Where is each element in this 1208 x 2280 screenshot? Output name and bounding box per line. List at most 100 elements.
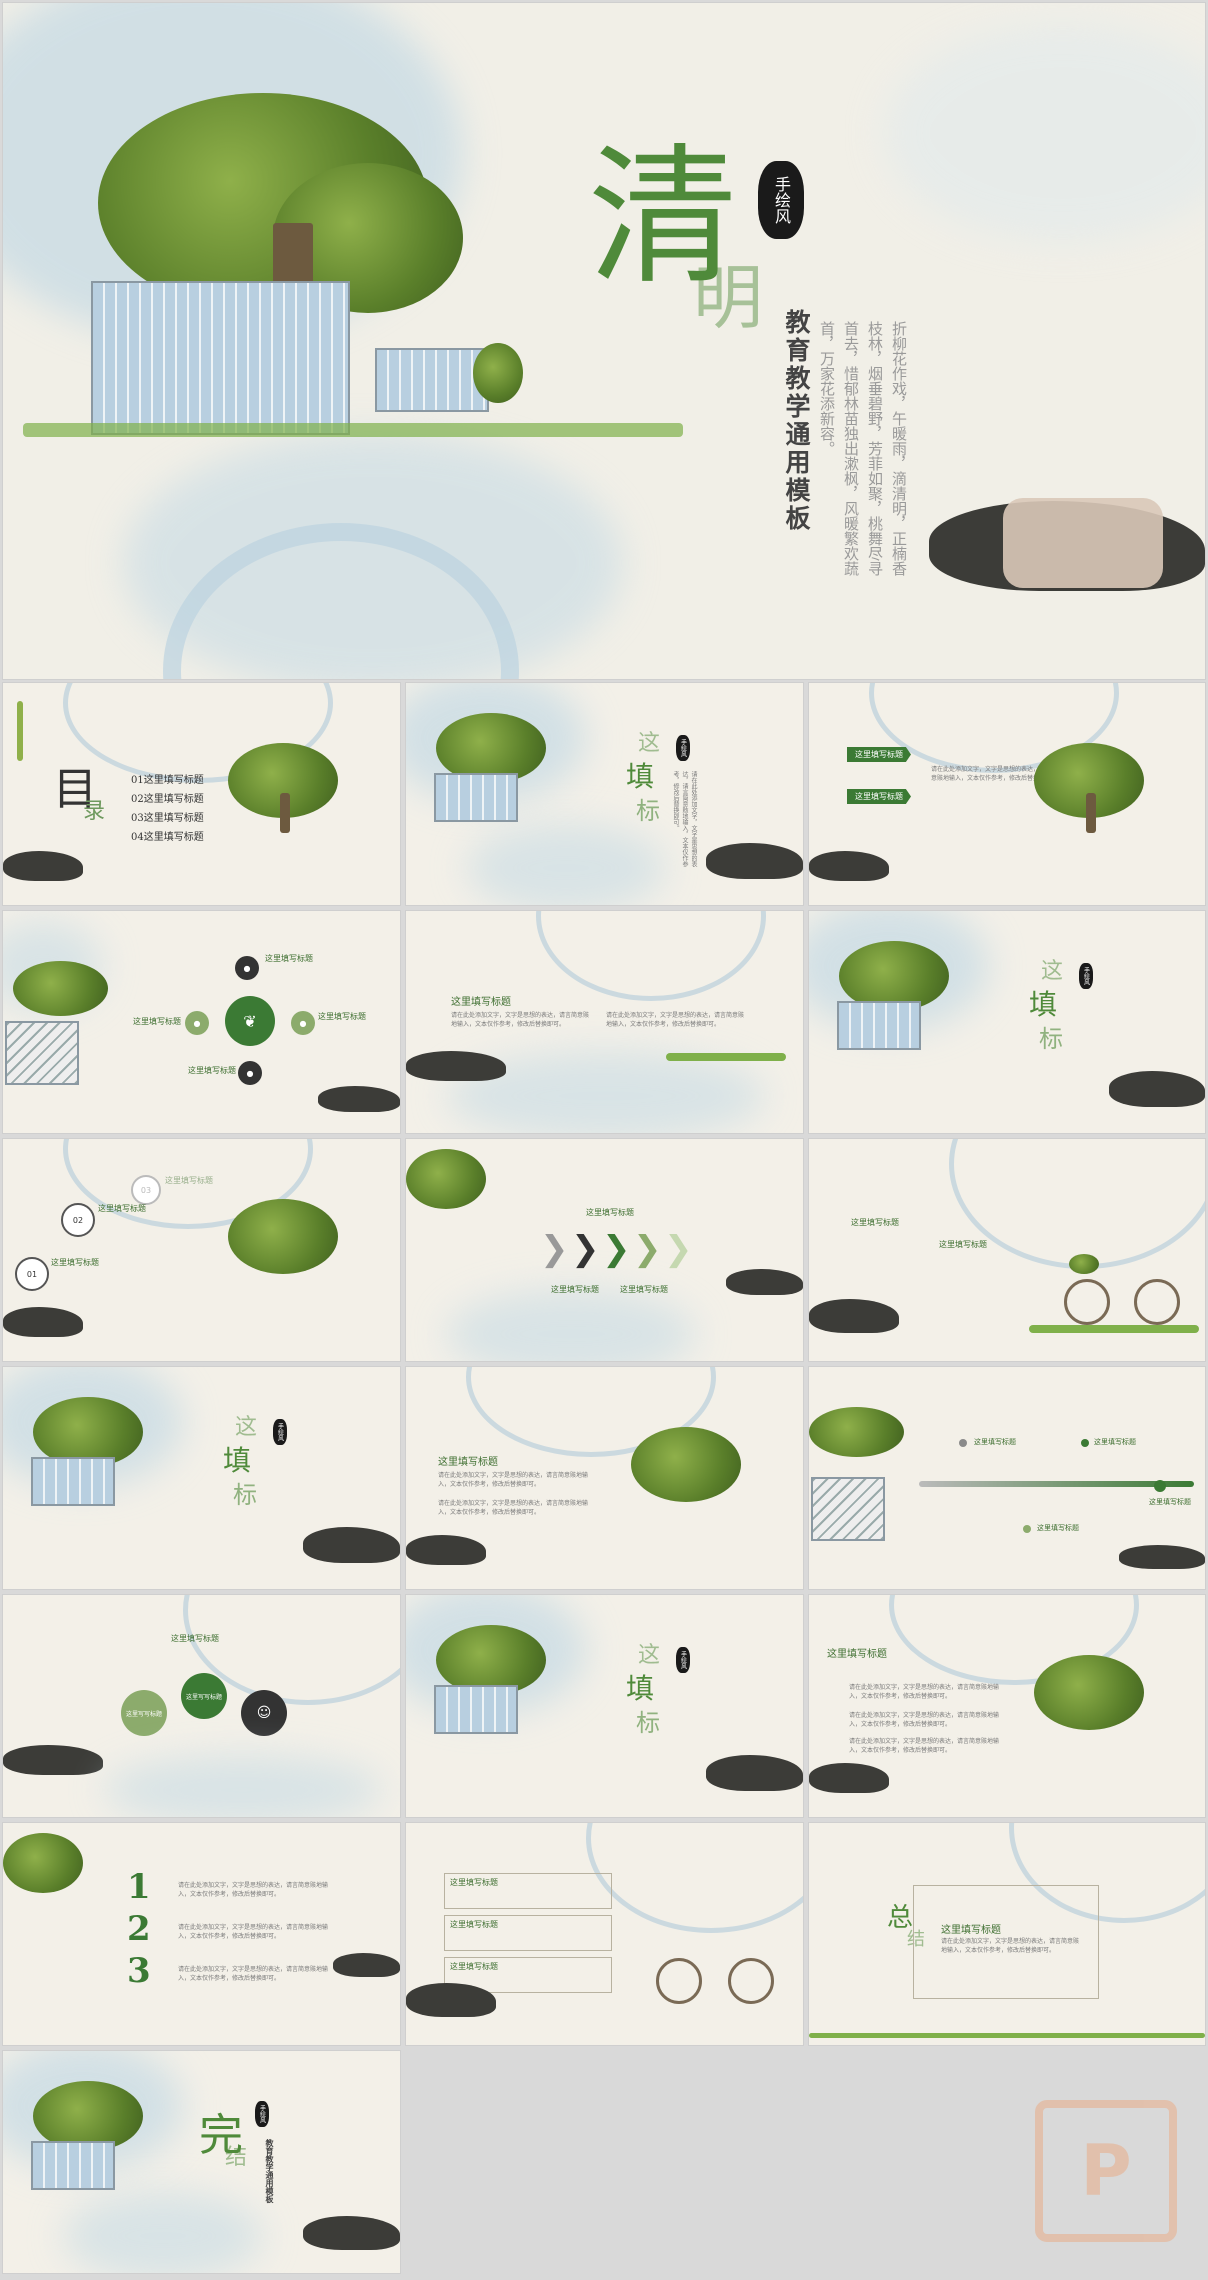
ending-seal: 手绘风 bbox=[255, 2101, 269, 2127]
ending-char: 完 bbox=[199, 2110, 243, 2161]
node-title: 这里填写标题 bbox=[1149, 1498, 1191, 1506]
section-slide[interactable]: 这 填 标 手绘风 bbox=[809, 911, 1205, 1133]
node-title: 这里填写标题 bbox=[974, 1438, 1016, 1446]
section-char: 填 bbox=[626, 760, 655, 793]
feature-icon: ● bbox=[291, 1011, 315, 1035]
cover-poem: 折柳花作戏，午暖雨，滴清明，正楠香枝林，烟垂碧野，芳菲如聚，桃舞尽寻首去，惜郁林… bbox=[818, 321, 908, 576]
building-icon bbox=[434, 773, 518, 822]
body-text: 请在此处添加文字，文字是思想的表达，请言简意赅地输入，文本仅作参考，修改后替换即… bbox=[438, 1472, 589, 1488]
section-slide[interactable]: 这 填 标 手绘风 请在此处添加文字，文字是思想的表达，请言简意赅地输入，文本仅… bbox=[406, 683, 803, 905]
plant-basket bbox=[1069, 1254, 1099, 1274]
cover-title-char: 清 bbox=[588, 131, 739, 305]
toc-item[interactable]: 02这里填写标题 bbox=[131, 794, 204, 805]
cover-title-char: 明 bbox=[693, 257, 763, 339]
section-char: 标 bbox=[636, 797, 660, 825]
building-icon bbox=[31, 1457, 115, 1506]
section-slide[interactable]: 这 填 标 手绘风 bbox=[406, 1595, 803, 1817]
section-char: 标 bbox=[1039, 1025, 1063, 1053]
text-box bbox=[444, 1915, 612, 1951]
body-text: 请在此处添加文字，文字是思想的表达，请言简意赅地输入，文本仅作参考，修改后替换即… bbox=[849, 1738, 1000, 1754]
step-title: 这里填写标题 bbox=[51, 1258, 99, 1267]
text-box bbox=[444, 1957, 612, 1993]
section-char: 这 bbox=[1041, 959, 1064, 984]
rock-icon bbox=[333, 1953, 400, 1977]
section-seal: 手绘风 bbox=[676, 1647, 690, 1673]
summary-slide[interactable]: 总 结 这里填写标题 请在此处添加文字，文字是思想的表达，请言简意赅地输入，文本… bbox=[809, 1823, 1205, 2045]
rock-icon bbox=[809, 1299, 899, 1333]
chevron-slide[interactable]: ❯ ❯ ❯ ❯ ❯ 这里填写标题 这里填写标题 这里填写标题 bbox=[406, 1139, 803, 1361]
body-text: 请在此处添加文字，文字是思想的表达，请言简意赅地输入，文本仅作参考，修改后替换即… bbox=[849, 1712, 1000, 1728]
watermark-logo: P bbox=[1035, 2100, 1177, 2242]
rock-icon bbox=[726, 1269, 803, 1295]
river-stroke bbox=[586, 1823, 803, 1933]
rock-icon bbox=[3, 1307, 83, 1337]
node-title: 这里填写标题 bbox=[318, 1012, 366, 1021]
toc-item[interactable]: 03这里填写标题 bbox=[131, 813, 204, 824]
text-box bbox=[444, 1873, 612, 1909]
node-title: 这里填写标题 bbox=[939, 1240, 987, 1249]
rock-icon bbox=[303, 2216, 400, 2250]
slide-title: 这里填写标题 bbox=[941, 1925, 1001, 1936]
rock-icon bbox=[809, 1763, 889, 1793]
list-number: 2 bbox=[127, 1909, 151, 1949]
summary-char: 总 bbox=[887, 1903, 914, 1933]
list-number: 3 bbox=[127, 1951, 151, 1991]
step-badge: 02 bbox=[61, 1203, 95, 1237]
section-char: 标 bbox=[636, 1709, 660, 1737]
section-char: 填 bbox=[1029, 988, 1058, 1021]
content-slide[interactable]: 这里填写标题 请在此处添加文字，文字是思想的表达，请言简意赅地输入，文本仅作参考… bbox=[406, 911, 803, 1133]
chevron-icon: ❯ bbox=[571, 1229, 600, 1269]
chevron-icon: ❯ bbox=[633, 1229, 662, 1269]
section-char: 填 bbox=[223, 1444, 252, 1477]
body-text: 请在此处添加文字，文字是思想的表达，请言简意赅地输入，文本仅作参考，修改后替换即… bbox=[941, 1938, 1080, 1954]
slide-title: 这里填写标题 bbox=[171, 1634, 219, 1643]
bicycle-icon bbox=[1134, 1279, 1180, 1325]
stairs-icon bbox=[811, 1477, 885, 1541]
section-seal: 手绘风 bbox=[1079, 963, 1093, 989]
photo-inset bbox=[1003, 498, 1163, 588]
tree-icon bbox=[839, 941, 949, 1011]
box-title: 这里填写标题 bbox=[450, 1920, 498, 1929]
node-title: 这里填写标题 bbox=[1094, 1438, 1136, 1446]
rock-icon bbox=[3, 1745, 103, 1775]
tree-icon bbox=[1034, 1655, 1144, 1730]
title-banner: 这里填写标题 bbox=[847, 747, 911, 762]
list-slide[interactable]: 这里填写标题 请在此处添加文字，文字是思想的表达，请言简意赅地输入，文本仅作参考… bbox=[809, 1595, 1205, 1817]
grass-strip bbox=[23, 423, 683, 437]
rock-icon bbox=[318, 1086, 400, 1112]
numbers-slide[interactable]: 1 2 3 请在此处添加文字，文字是思想的表达，请言简意赅地输入，文本仅作参考，… bbox=[3, 1823, 400, 2045]
timeline-node bbox=[959, 1439, 967, 1447]
toc-slide[interactable]: 目 录 01这里填写标题 02这里填写标题 03这里填写标题 04这里填写标题 bbox=[3, 683, 400, 905]
river-stroke bbox=[536, 911, 766, 1001]
feature-icon: ● bbox=[238, 1061, 262, 1085]
tree-icon bbox=[3, 1833, 83, 1893]
timeline-slide[interactable]: 这里填写标题 这里填写标题 这里填写标题 这里填写标题 bbox=[809, 1367, 1205, 1589]
body-text: 请在此处添加文字，文字是思想的表达，请言简意赅地输入，文本仅作参考，修改后替换即… bbox=[451, 1012, 590, 1028]
section-char: 填 bbox=[626, 1672, 655, 1705]
ending-slide[interactable]: 完 结 手绘风 教育教学通用模板 bbox=[3, 2051, 400, 2273]
bicycle-slide[interactable]: 这里填写标题 这里填写标题 bbox=[809, 1139, 1205, 1361]
section-slide[interactable]: 这 填 标 手绘风 bbox=[3, 1367, 400, 1589]
diagram-slide[interactable]: ❦ ● ● ● ● 这里填写标题 这里填写标题 这里填写标题 这里填写标题 bbox=[3, 911, 400, 1133]
building-icon bbox=[434, 1685, 518, 1734]
cover-slide[interactable]: 清 明 手绘风 教育教学通用模板 折柳花作戏，午暖雨，滴清明，正楠香枝林，烟垂碧… bbox=[3, 3, 1205, 679]
rock-icon bbox=[1119, 1545, 1205, 1569]
section-seal: 手绘风 bbox=[273, 1419, 287, 1445]
tree-icon bbox=[436, 1625, 546, 1695]
boxes-slide[interactable]: 这里填写标题 这里填写标题 这里填写标题 bbox=[406, 1823, 803, 2045]
content-slide[interactable]: 这里填写标题 这里填写标题 请在此处添加文字，文字是思想的表达，请言简意赅地输入… bbox=[809, 683, 1205, 905]
toc-char: 录 bbox=[83, 799, 106, 824]
toc-item[interactable]: 04这里填写标题 bbox=[131, 832, 204, 843]
tree-icon bbox=[406, 1149, 486, 1209]
section-char: 这 bbox=[638, 731, 661, 756]
circles-slide[interactable]: 这里填写标题 这里写写标题 这里写写标题 ☺ bbox=[3, 1595, 400, 1817]
node-title: 这里填写标题 bbox=[133, 1017, 181, 1026]
toc-item[interactable]: 01这里填写标题 bbox=[131, 775, 204, 786]
content-slide[interactable]: 这里填写标题 请在此处添加文字，文字是思想的表达，请言简意赅地输入，文本仅作参考… bbox=[406, 1367, 803, 1589]
building-icon bbox=[375, 348, 489, 412]
slide-title: 这里填写标题 bbox=[438, 1457, 498, 1468]
tree-trunk bbox=[280, 793, 290, 833]
feature-icon: ● bbox=[235, 956, 259, 980]
summary-box bbox=[913, 1885, 1099, 1999]
steps-slide[interactable]: 01 02 03 这里填写标题 这里填写标题 这里填写标题 bbox=[3, 1139, 400, 1361]
